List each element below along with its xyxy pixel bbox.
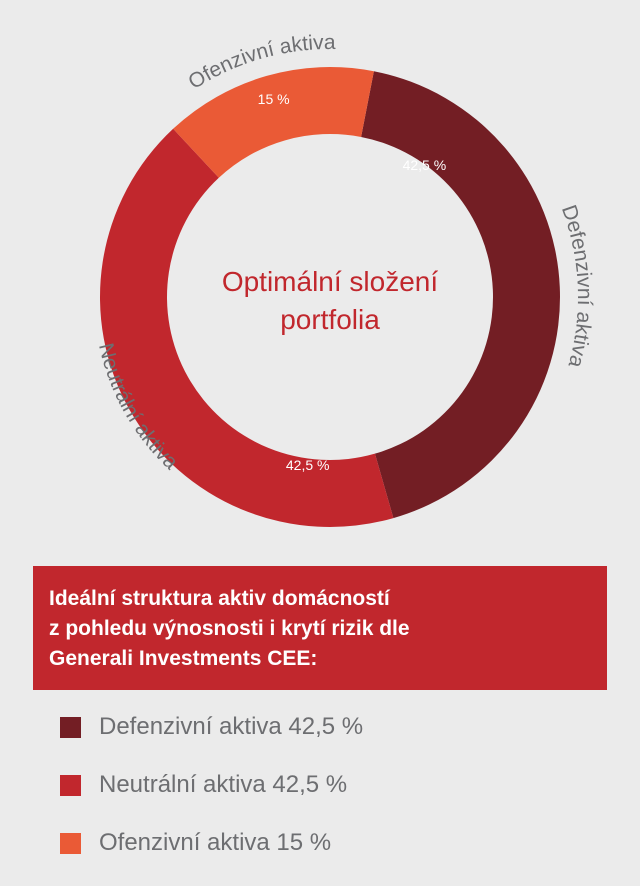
donut-chart: 42,5 % Defenzivní aktiva 42,5 % Neutrální a… <box>94 31 596 528</box>
legend-swatch <box>60 774 81 796</box>
legend-item-defensive: Defenzivní aktiva 42,5 % <box>60 712 363 742</box>
donut-slice-2 <box>99 128 394 528</box>
legend-label: Ofenzivní aktiva 15 % <box>99 829 332 856</box>
donut-slice-3 <box>173 67 374 178</box>
slice-value-label: 42,5 % <box>286 457 330 473</box>
donut-slice-1 <box>361 71 560 519</box>
legend-swatch <box>60 716 81 738</box>
legend-label: Neutrální aktiva 42,5 % <box>99 771 348 798</box>
legend-swatch <box>60 832 81 854</box>
slice-category-label: Defenzivní aktiva <box>557 202 596 370</box>
banner-line: Ideální struktura aktiv domácností <box>49 587 390 610</box>
slice-value-label: 15 % <box>258 91 290 107</box>
legend-label: Defenzivní aktiva 42,5 % <box>99 713 364 740</box>
legend-item-offensive: Ofenzivní aktiva 15 % <box>60 828 363 858</box>
banner-line: Generali Investments CEE: <box>49 647 318 670</box>
legend: Defenzivní aktiva 42,5 % Neutrální aktiv… <box>60 712 363 886</box>
slice-value-label: 42,5 % <box>403 157 447 173</box>
chart-title-line: portfolia <box>280 304 380 335</box>
info-banner: Ideální struktura aktiv domácností z poh… <box>33 566 607 690</box>
chart-title-line: Optimální složení <box>222 266 439 297</box>
banner-line: z pohledu výnosnosti i krytí rizik dle <box>49 617 410 640</box>
legend-item-neutral: Neutrální aktiva 42,5 % <box>60 770 363 800</box>
